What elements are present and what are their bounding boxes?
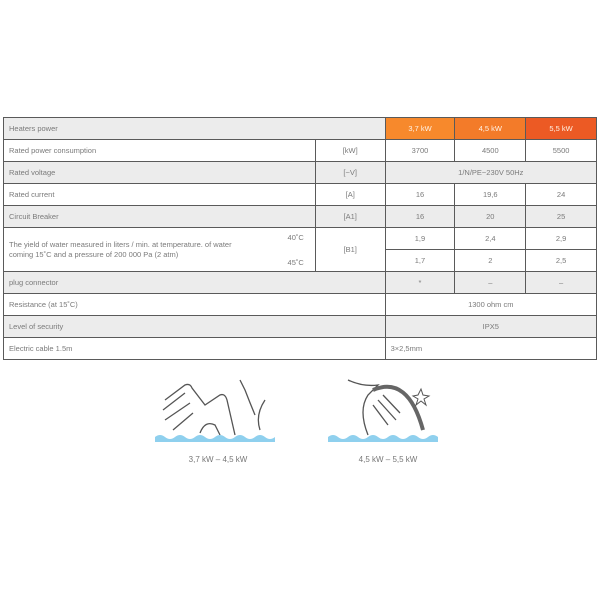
temp-45: 45˚C	[287, 257, 304, 267]
table-row-yield-45: 1,7 2 2,5	[4, 249, 597, 272]
cell: IPX5	[384, 315, 598, 338]
row-label: Rated current	[3, 183, 316, 206]
cell: 16	[384, 183, 456, 206]
spec-table: Heaters power 3,7 kW 4,5 kW 5,5 kW Rated…	[3, 117, 598, 360]
icon-caption: 4,5 kW – 5,5 kW	[358, 455, 418, 464]
row-unit: [A1]	[314, 205, 386, 228]
cell: –	[525, 271, 597, 294]
cell: 1/N/PE~230V 50Hz	[384, 161, 598, 184]
table-row-yield-40: The yield of water measured in liters / …	[3, 227, 597, 272]
cell: 5500	[525, 139, 597, 162]
cell: 2	[454, 249, 527, 272]
row-label: Rated power consumption	[3, 139, 316, 162]
cell: 2,5	[525, 249, 597, 272]
model-3-7: 3,7 kW	[384, 117, 456, 140]
row-unit: [A]	[314, 183, 386, 206]
row-label: plug connector	[3, 271, 386, 294]
row-label: Rated voltage	[3, 161, 316, 184]
hands-washing-icon	[155, 379, 275, 442]
cell: 24	[525, 183, 597, 206]
cell: 2,9	[525, 227, 597, 250]
cell: 19,6	[454, 183, 527, 206]
cell: 4500	[454, 139, 527, 162]
hand-dish-washing-icon	[328, 379, 438, 442]
cell: 3×2,5mm	[384, 337, 598, 360]
header-label: Heaters power	[3, 117, 386, 140]
model-4-5: 4,5 kW	[454, 117, 527, 140]
row-unit: [kW]	[314, 139, 386, 162]
row-unit: [B1]	[314, 227, 386, 272]
row-label: Electric cable 1.5m	[3, 337, 386, 360]
cell: 1300 ohm cm	[384, 293, 598, 316]
row-label: Resistance (at 15˚C)	[3, 293, 386, 316]
row-label: The yield of water measured in liters / …	[9, 239, 232, 259]
yield-label-cell: The yield of water measured in liters / …	[3, 227, 316, 272]
cell: 16	[384, 205, 456, 228]
table-row-power: Rated power consumption [kW] 3700 4500 5…	[3, 139, 597, 162]
table-row-voltage: Rated voltage [~V] 1/N/PE~230V 50Hz	[3, 161, 598, 184]
row-label: Circuit Breaker	[3, 205, 316, 228]
cell: 25	[525, 205, 597, 228]
row-label: Level of security	[3, 315, 386, 338]
temp-40: 40˚C	[287, 232, 304, 242]
cell: 2,4	[454, 227, 527, 250]
table-row-header: Heaters power 3,7 kW 4,5 kW 5,5 kW	[3, 117, 597, 140]
icon-caption: 3,7 kW – 4,5 kW	[188, 455, 248, 464]
table-row-current: Rated current [A] 16 19,6 24	[3, 183, 597, 206]
cell: *	[384, 271, 456, 294]
table-row-breaker: Circuit Breaker [A1] 16 20 25	[3, 205, 597, 228]
table-row-security: Level of security IPX5	[3, 315, 598, 338]
cell: 1,7	[384, 249, 456, 272]
row-unit: [~V]	[314, 161, 386, 184]
table-row-plug: plug connector * – –	[3, 271, 597, 294]
model-5-5: 5,5 kW	[525, 117, 597, 140]
cell: 20	[454, 205, 527, 228]
cell: 1,9	[384, 227, 456, 250]
table-row-resistance: Resistance (at 15˚C) 1300 ohm cm	[3, 293, 598, 316]
table-row-cable: Electric cable 1.5m 3×2,5mm	[3, 337, 598, 360]
cell: –	[454, 271, 527, 294]
cell: 3700	[384, 139, 456, 162]
